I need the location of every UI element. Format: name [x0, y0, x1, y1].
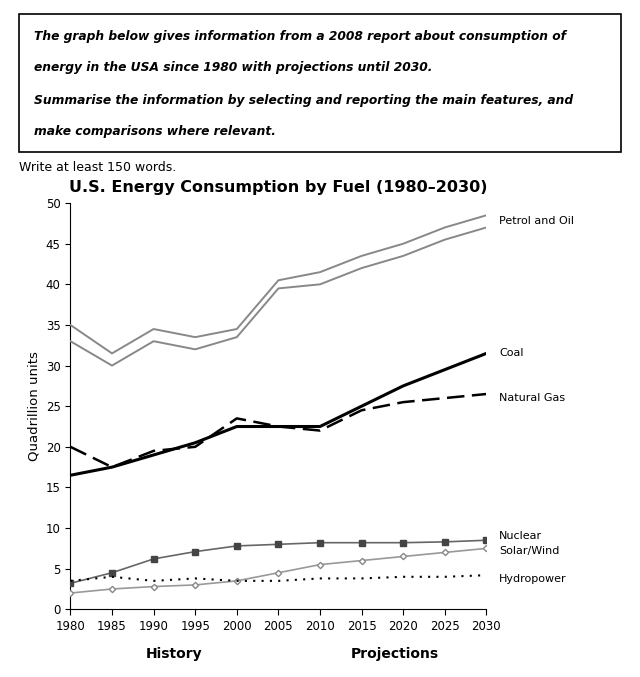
- Text: Projections: Projections: [351, 647, 439, 661]
- Text: Natural Gas: Natural Gas: [499, 393, 565, 403]
- Text: Coal: Coal: [499, 349, 524, 358]
- Text: Petrol and Oil: Petrol and Oil: [499, 217, 574, 226]
- Y-axis label: Quadrillion units: Quadrillion units: [28, 351, 40, 461]
- Text: Write at least 150 words.: Write at least 150 words.: [19, 161, 177, 174]
- Text: energy in the USA since 1980 with projections until 2030.: energy in the USA since 1980 with projec…: [34, 61, 433, 74]
- Text: Hydropower: Hydropower: [499, 574, 566, 584]
- Text: Solar/Wind: Solar/Wind: [499, 546, 559, 556]
- Title: U.S. Energy Consumption by Fuel (1980–2030): U.S. Energy Consumption by Fuel (1980–20…: [69, 180, 488, 195]
- Text: The graph below gives information from a 2008 report about consumption of: The graph below gives information from a…: [34, 30, 566, 43]
- Text: History: History: [146, 647, 203, 661]
- Text: Nuclear: Nuclear: [499, 531, 542, 541]
- Text: Summarise the information by selecting and reporting the main features, and: Summarise the information by selecting a…: [34, 94, 573, 107]
- FancyBboxPatch shape: [19, 14, 621, 152]
- Text: make comparisons where relevant.: make comparisons where relevant.: [34, 125, 276, 137]
